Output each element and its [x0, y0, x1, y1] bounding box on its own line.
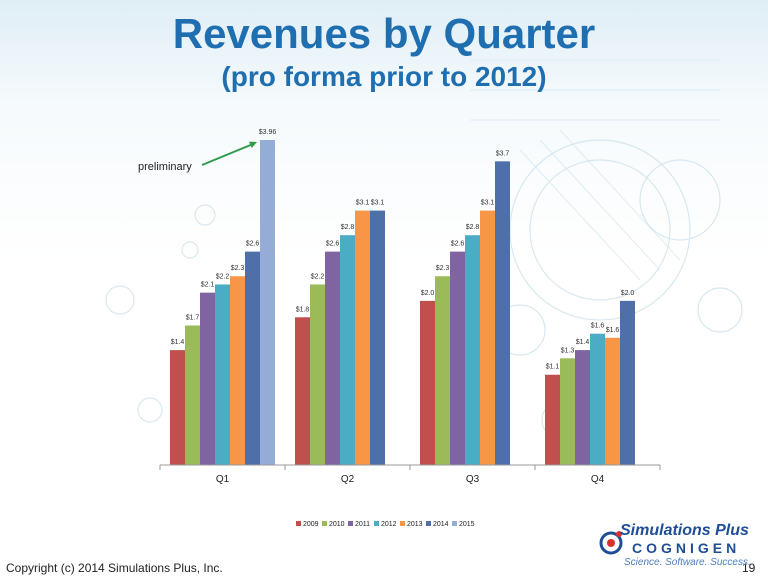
data-label-q3-2013: $3.1	[481, 200, 495, 207]
logo-tagline: Science. Software. Success.	[624, 557, 751, 568]
data-label-q1-2009: $1.4	[171, 339, 185, 346]
data-label-q2-2010: $2.2	[311, 273, 325, 280]
bar-q1-2010	[185, 325, 200, 465]
bar-q2-2012	[340, 235, 355, 465]
logo-text-cognigen: COGNIGEN	[632, 540, 741, 556]
bar-q3-2012	[465, 235, 480, 465]
data-label-q1-2014: $2.6	[246, 241, 260, 248]
data-label-q1-2013: $2.3	[231, 265, 245, 272]
page-number: 19	[742, 561, 756, 575]
copyright-text: Copyright (c) 2014 Simulations Plus, Inc…	[6, 561, 223, 575]
legend-swatch-2010	[322, 521, 327, 526]
bar-q3-2010	[435, 276, 450, 465]
bar-q1-2013	[230, 276, 245, 465]
logo-mark-icon	[599, 531, 623, 555]
bar-q4-2009	[545, 374, 560, 465]
bar-q2-2009	[295, 317, 310, 465]
data-label-q2-2012: $2.8	[341, 224, 355, 231]
data-label-q2-2009: $1.8	[296, 306, 310, 313]
legend-label-2012: 2012	[381, 521, 397, 528]
legend-label-2010: 2010	[329, 521, 345, 528]
data-label-q2-2011: $2.6	[326, 241, 340, 248]
data-label-q4-2012: $1.6	[591, 323, 605, 330]
data-label-q2-2014: $3.1	[371, 200, 385, 207]
legend-swatch-2012	[374, 521, 379, 526]
bar-q4-2010	[560, 358, 575, 465]
legend-label-2011: 2011	[355, 521, 370, 528]
bar-q2-2010	[310, 284, 325, 465]
bar-q1-2015	[260, 140, 275, 465]
annotation-arrow	[201, 143, 254, 166]
legend-swatch-2011	[348, 521, 353, 526]
bar-q1-2014	[245, 251, 260, 465]
logo-text-simulations-plus: Simulations Plus	[620, 522, 749, 539]
x-tick-label-q2: Q2	[341, 474, 355, 485]
data-label-q4-2010: $1.3	[561, 347, 575, 354]
data-label-q4-2013: $1.6	[606, 327, 620, 334]
data-label-q3-2011: $2.6	[451, 241, 465, 248]
bar-q4-2012	[590, 333, 605, 465]
bar-q3-2011	[450, 251, 465, 465]
annotation-preliminary: preliminary	[138, 161, 192, 173]
company-logo: Simulations Plus COGNIGEN Science. Softw…	[598, 522, 758, 570]
legend-label-2014: 2014	[433, 521, 449, 528]
bar-q2-2013	[355, 210, 370, 465]
bar-q1-2012	[215, 284, 230, 465]
bar-q3-2014	[495, 161, 510, 465]
legend-swatch-2013	[400, 521, 405, 526]
data-label-q1-2011: $2.1	[201, 282, 215, 289]
bar-q4-2013	[605, 337, 620, 465]
data-label-q3-2012: $2.8	[466, 224, 480, 231]
data-label-q3-2014: $3.7	[496, 150, 510, 157]
bar-q4-2014	[620, 300, 635, 465]
data-label-q4-2009: $1.1	[546, 364, 560, 371]
data-label-q4-2014: $2.0	[621, 290, 635, 297]
data-label-q3-2009: $2.0	[421, 290, 435, 297]
data-label-q4-2011: $1.4	[576, 339, 590, 346]
legend-label-2015: 2015	[459, 521, 475, 528]
data-label-q2-2013: $3.1	[356, 200, 370, 207]
slide-title: Revenues by Quarter	[172, 10, 596, 57]
bar-q3-2013	[480, 210, 495, 465]
legend-swatch-2009	[296, 521, 301, 526]
annotation-arrowhead	[249, 141, 257, 148]
bar-q2-2014	[370, 210, 385, 465]
x-tick-label-q4: Q4	[591, 474, 605, 485]
data-label-q3-2010: $2.3	[436, 265, 450, 272]
bar-q4-2011	[575, 350, 590, 465]
legend-label-2013: 2013	[407, 521, 423, 528]
data-label-q1-2012: $2.2	[216, 273, 230, 280]
legend-swatch-2014	[426, 521, 431, 526]
bar-q1-2011	[200, 292, 215, 465]
bar-q1-2009	[170, 350, 185, 465]
legend-swatch-2015	[452, 521, 457, 526]
x-tick-label-q1: Q1	[216, 474, 230, 485]
bar-q2-2011	[325, 251, 340, 465]
data-label-q1-2010: $1.7	[186, 314, 200, 321]
slide-subtitle: (pro forma prior to 2012)	[221, 61, 547, 92]
data-label-q1-2015: $3.96	[259, 129, 277, 136]
x-tick-label-q3: Q3	[466, 474, 480, 485]
legend-label-2009: 2009	[303, 521, 319, 528]
bar-q3-2009	[420, 300, 435, 465]
